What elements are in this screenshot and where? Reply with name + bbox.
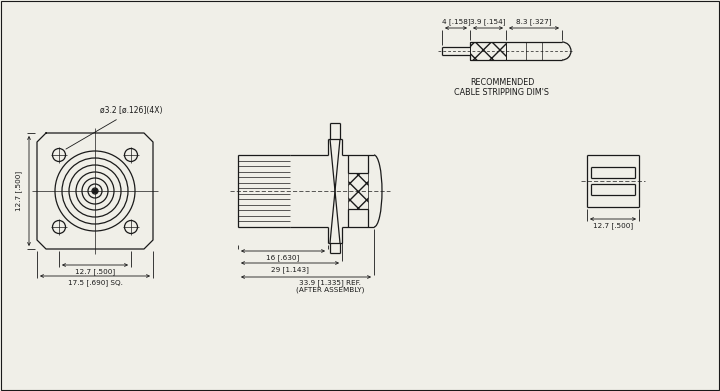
Text: 29 [1.143]: 29 [1.143] bbox=[271, 267, 309, 273]
Text: 17.5 [.690] SQ.: 17.5 [.690] SQ. bbox=[68, 280, 122, 286]
Text: RECOMMENDED
CABLE STRIPPING DIM'S: RECOMMENDED CABLE STRIPPING DIM'S bbox=[454, 78, 549, 97]
Text: 3.9 [.154]: 3.9 [.154] bbox=[470, 19, 505, 25]
Bar bbox=[348, 173, 368, 209]
Text: 16 [.630]: 16 [.630] bbox=[266, 255, 300, 261]
Text: 33.9 [1.335] REF.
(AFTER ASSEMBLY): 33.9 [1.335] REF. (AFTER ASSEMBLY) bbox=[296, 279, 364, 293]
Bar bbox=[470, 42, 506, 60]
Text: 12.7 [.500]: 12.7 [.500] bbox=[16, 171, 22, 211]
Text: 8.3 [.327]: 8.3 [.327] bbox=[516, 19, 552, 25]
Text: ø3.2 [ø.126](4X): ø3.2 [ø.126](4X) bbox=[66, 106, 163, 149]
Text: 12.7 [.500]: 12.7 [.500] bbox=[593, 222, 633, 230]
Circle shape bbox=[93, 189, 97, 193]
Text: 4 [.158]: 4 [.158] bbox=[441, 19, 470, 25]
Text: 12.7 [.500]: 12.7 [.500] bbox=[75, 269, 115, 275]
